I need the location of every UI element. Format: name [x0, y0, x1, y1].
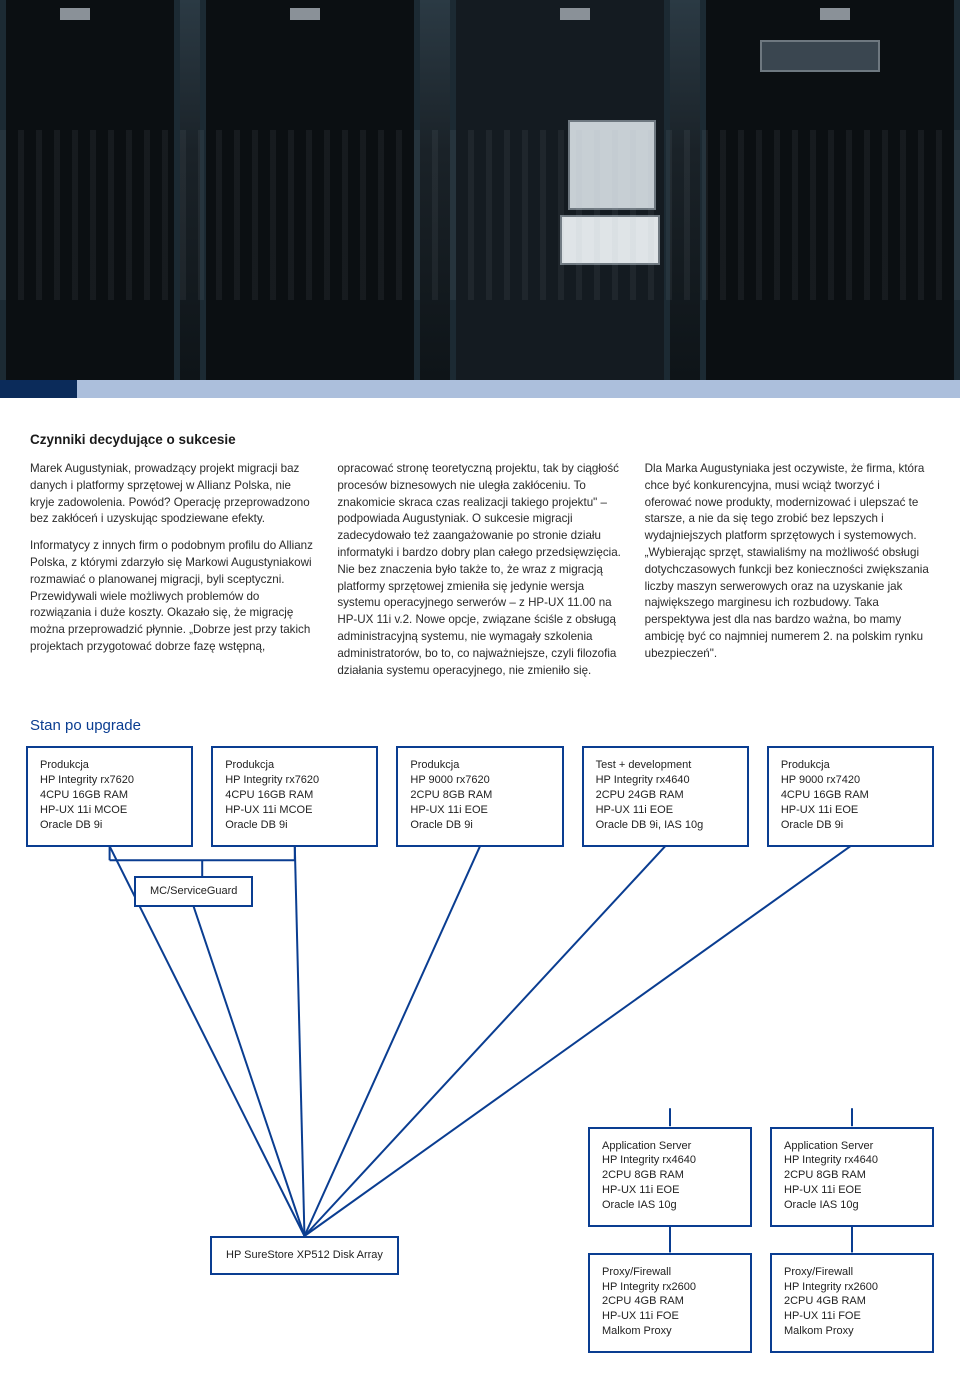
server-box-line: Oracle IAS 10g	[784, 1198, 920, 1213]
server-box: Proxy/FirewallHP Integrity rx26002CPU 4G…	[770, 1253, 934, 1353]
paragraph: Dla Marka Augustyniaka jest oczywiste, ż…	[645, 461, 930, 663]
server-box-line: HP-UX 11i MCOE	[225, 803, 364, 818]
server-box-line: HP Integrity rx2600	[784, 1280, 920, 1295]
diagram-bot-row: Proxy/FirewallHP Integrity rx26002CPU 4G…	[26, 1253, 934, 1353]
server-box-line: Oracle DB 9i	[410, 818, 549, 833]
server-box-line: Malkom Proxy	[602, 1324, 738, 1339]
server-box: Application ServerHP Integrity rx46402CP…	[770, 1127, 934, 1227]
server-box-line: Oracle DB 9i	[781, 818, 920, 833]
article: Czynniki decydujące o sukcesie Marek Aug…	[0, 398, 960, 699]
server-box-line: HP-UX 11i FOE	[784, 1309, 920, 1324]
server-box-line: 4CPU 16GB RAM	[781, 788, 920, 803]
hero-photo	[0, 0, 960, 380]
server-box-line: 2CPU 8GB RAM	[410, 788, 549, 803]
article-title: Czynniki decydujące o sukcesie	[30, 432, 930, 447]
server-box-line: Produkcja	[781, 758, 920, 773]
server-box-line: HP-UX 11i MCOE	[40, 803, 179, 818]
server-box-line: Produkcja	[40, 758, 179, 773]
diagram-mid-row: Application ServerHP Integrity rx46402CP…	[26, 1127, 934, 1227]
server-box-line: HP 9000 rx7620	[410, 773, 549, 788]
server-box-line: HP-UX 11i EOE	[784, 1183, 920, 1198]
server-box-line: HP-UX 11i EOE	[596, 803, 735, 818]
server-box-line: HP-UX 11i EOE	[602, 1183, 738, 1198]
server-box-line: Oracle DB 9i	[225, 818, 364, 833]
server-box-line: Oracle IAS 10g	[602, 1198, 738, 1213]
server-box-line: HP-UX 11i EOE	[781, 803, 920, 818]
server-box-line: Test + development	[596, 758, 735, 773]
disk-array-box: HP SureStore XP512 Disk Array	[210, 1236, 399, 1275]
diagram-title: Stan po upgrade	[0, 699, 960, 746]
server-box-line: Proxy/Firewall	[602, 1265, 738, 1280]
server-box-line: HP Integrity rx4640	[784, 1153, 920, 1168]
server-box-line: 2CPU 8GB RAM	[602, 1168, 738, 1183]
divider-bar	[0, 380, 960, 398]
server-box-line: 2CPU 4GB RAM	[602, 1294, 738, 1309]
server-box-line: Application Server	[784, 1139, 920, 1154]
diagram-top-row: ProdukcjaHP Integrity rx76204CPU 16GB RA…	[26, 746, 934, 846]
mc-serviceguard-box: MC/ServiceGuard	[134, 876, 253, 907]
server-box: Application ServerHP Integrity rx46402CP…	[588, 1127, 752, 1227]
server-box-line: Produkcja	[410, 758, 549, 773]
server-box-line: Proxy/Firewall	[784, 1265, 920, 1280]
server-box-line: HP Integrity rx4640	[602, 1153, 738, 1168]
server-box: Proxy/FirewallHP Integrity rx26002CPU 4G…	[588, 1253, 752, 1353]
server-box-line: HP Integrity rx2600	[602, 1280, 738, 1295]
server-box: ProdukcjaHP 9000 rx74204CPU 16GB RAMHP-U…	[767, 746, 934, 846]
paragraph: Informatycy z innych firm o podobnym pro…	[30, 538, 315, 656]
server-box-line: HP 9000 rx7420	[781, 773, 920, 788]
article-col-3: Dla Marka Augustyniaka jest oczywiste, ż…	[645, 461, 930, 689]
server-box-line: 2CPU 24GB RAM	[596, 788, 735, 803]
server-box-line: HP Integrity rx4640	[596, 773, 735, 788]
server-box-line: 4CPU 16GB RAM	[225, 788, 364, 803]
server-box: ProdukcjaHP Integrity rx76204CPU 16GB RA…	[26, 746, 193, 846]
server-box-line: HP Integrity rx7620	[225, 773, 364, 788]
server-box-line: Oracle DB 9i, IAS 10g	[596, 818, 735, 833]
server-box: Test + developmentHP Integrity rx46402CP…	[582, 746, 749, 846]
article-col-2: opracować stronę teoretyczną projektu, t…	[337, 461, 622, 689]
diagram: ProdukcjaHP Integrity rx76204CPU 16GB RA…	[0, 746, 960, 1383]
server-box-line: 2CPU 8GB RAM	[784, 1168, 920, 1183]
server-box: ProdukcjaHP 9000 rx76202CPU 8GB RAMHP-UX…	[396, 746, 563, 846]
server-box-line: Produkcja	[225, 758, 364, 773]
paragraph: opracować stronę teoretyczną projektu, t…	[337, 461, 622, 679]
server-box-line: 4CPU 16GB RAM	[40, 788, 179, 803]
paragraph: Marek Augustyniak, prowadzący projekt mi…	[30, 461, 315, 528]
server-box-line: HP-UX 11i FOE	[602, 1309, 738, 1324]
server-box-line: Malkom Proxy	[784, 1324, 920, 1339]
server-box-line: Application Server	[602, 1139, 738, 1154]
server-box-line: HP-UX 11i EOE	[410, 803, 549, 818]
server-box-line: Oracle DB 9i	[40, 818, 179, 833]
server-box-line: 2CPU 4GB RAM	[784, 1294, 920, 1309]
server-box-line: HP Integrity rx7620	[40, 773, 179, 788]
server-box: ProdukcjaHP Integrity rx76204CPU 16GB RA…	[211, 746, 378, 846]
article-col-1: Marek Augustyniak, prowadzący projekt mi…	[30, 461, 315, 689]
